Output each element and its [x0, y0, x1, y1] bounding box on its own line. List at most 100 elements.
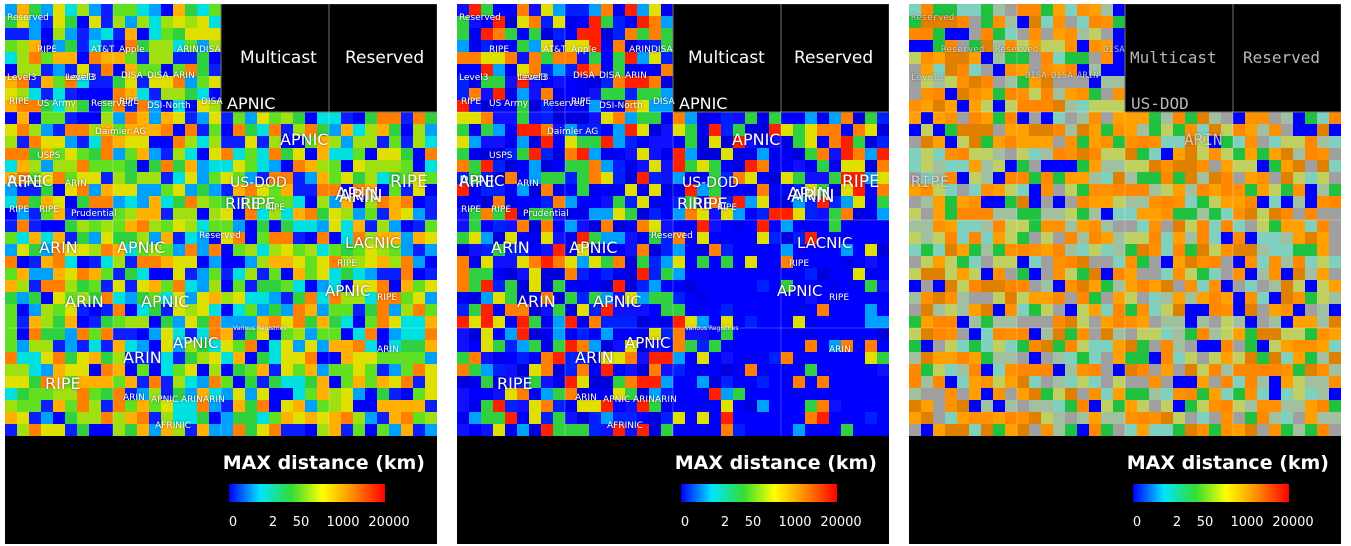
map-cell [185, 220, 197, 232]
map-cell [65, 88, 77, 100]
map-cell [233, 268, 245, 280]
map-cell [101, 76, 113, 88]
map-cell [1113, 316, 1125, 328]
map-cell [957, 28, 969, 40]
map-cell [209, 76, 221, 88]
map-cell [733, 388, 745, 400]
map-cell [101, 208, 113, 220]
map-cell [661, 16, 673, 28]
map-cell [221, 316, 233, 328]
map-cell [1293, 136, 1305, 148]
map-cell [829, 304, 841, 316]
map-cell [101, 4, 113, 16]
map-cell [589, 424, 601, 436]
map-cell [921, 148, 933, 160]
map-cell [1305, 256, 1317, 268]
map-cell [933, 172, 945, 184]
map-cell [733, 244, 745, 256]
map-cell [17, 112, 29, 124]
map-cell [1233, 172, 1245, 184]
map-cell [1185, 220, 1197, 232]
map-cell [29, 340, 41, 352]
map-cell [173, 76, 185, 88]
map-cell [769, 316, 781, 328]
registry-label: APNIC [141, 292, 190, 311]
map-cell [281, 340, 293, 352]
map-cell [673, 376, 685, 388]
map-cell [1329, 112, 1341, 124]
map-cell [493, 412, 505, 424]
map-cell [969, 76, 981, 88]
map-cell [1233, 160, 1245, 172]
map-cell [89, 88, 101, 100]
map-cell [17, 256, 29, 268]
map-cell [745, 412, 757, 424]
map-cell [1209, 352, 1221, 364]
map-cell [517, 52, 529, 64]
map-cell [377, 256, 389, 268]
map-cell [1185, 304, 1197, 316]
map-cell [1233, 112, 1245, 124]
map-cell [865, 220, 877, 232]
map-cell [565, 268, 577, 280]
map-cell [1305, 136, 1317, 148]
map-cell [341, 376, 353, 388]
map-cell [1077, 376, 1089, 388]
map-cell [41, 112, 53, 124]
registry-label: APNIC [679, 94, 728, 113]
map-cell [353, 124, 365, 136]
map-cell [589, 220, 601, 232]
map-cell [149, 400, 161, 412]
map-cell [853, 352, 865, 364]
map-cell [1329, 196, 1341, 208]
map-cell [1197, 256, 1209, 268]
map-cell [457, 88, 469, 100]
map-cell [1089, 292, 1101, 304]
map-cell [329, 412, 341, 424]
map-cell [1281, 136, 1293, 148]
map-cell [685, 364, 697, 376]
map-cell [185, 424, 197, 436]
map-cell [413, 352, 425, 364]
map-cell [957, 76, 969, 88]
map-cell [757, 136, 769, 148]
map-cell [981, 40, 993, 52]
map-cell [661, 412, 673, 424]
map-cell [137, 76, 149, 88]
org-label: RIPE [9, 205, 30, 215]
map-cell [425, 112, 437, 124]
map-cell [745, 376, 757, 388]
map-cell [125, 268, 137, 280]
map-cell [661, 280, 673, 292]
map-cell [5, 160, 17, 172]
map-cell [1005, 424, 1017, 436]
map-cell [781, 160, 793, 172]
map-cell [1257, 280, 1269, 292]
map-cell [1029, 4, 1041, 16]
map-cell [457, 196, 469, 208]
map-cell [1233, 148, 1245, 160]
map-cell [209, 208, 221, 220]
map-cell [233, 136, 245, 148]
map-cell [921, 64, 933, 76]
map-cell [601, 352, 613, 364]
map-cell [1053, 256, 1065, 268]
org-label: RIPE [461, 205, 482, 215]
map-cell [221, 196, 233, 208]
map-cell [257, 220, 269, 232]
map-cell [565, 148, 577, 160]
map-cell [457, 340, 469, 352]
map-cell [137, 232, 149, 244]
map-cell [649, 328, 661, 340]
map-cell [1221, 136, 1233, 148]
map-cell [89, 184, 101, 196]
map-cell [565, 52, 577, 64]
map-cell [113, 208, 125, 220]
map-cell [233, 208, 245, 220]
map-cell [113, 112, 125, 124]
map-cell [625, 232, 637, 244]
map-cell [733, 364, 745, 376]
map-cell [877, 208, 889, 220]
map-cell [137, 16, 149, 28]
map-cell [1293, 292, 1305, 304]
